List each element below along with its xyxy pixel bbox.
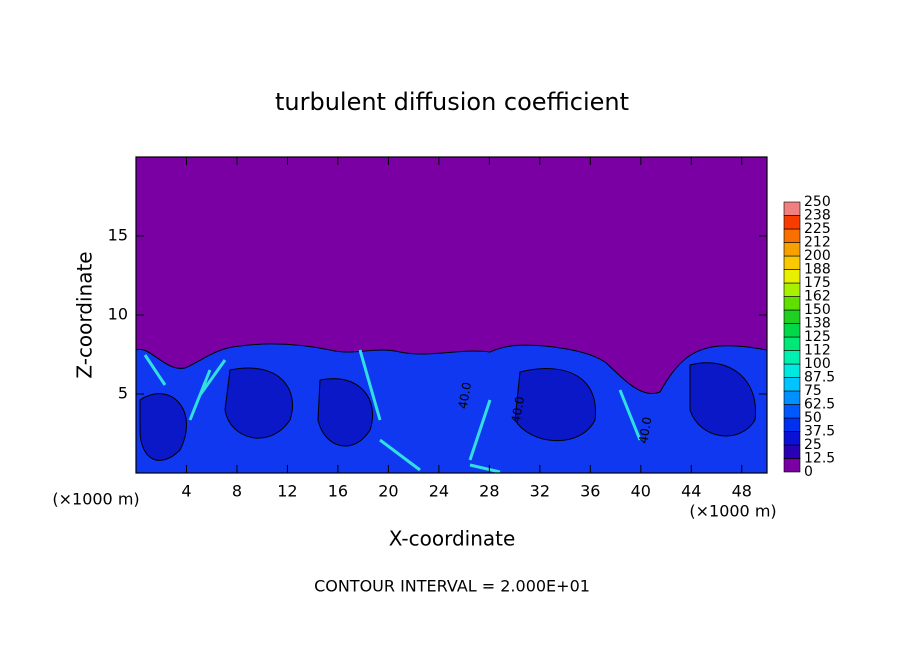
x-axis-label: X-coordinate: [389, 527, 516, 551]
contour-swirl: [139, 393, 187, 461]
colorbar-segment: [783, 417, 801, 432]
colorbar-segment: [783, 323, 801, 338]
colorbar-label: 25: [804, 437, 822, 453]
colorbar-label: 212: [804, 235, 831, 251]
contour-swirl: [689, 362, 757, 437]
colorbar-segment: [783, 377, 801, 392]
colorbar-segment: [783, 363, 801, 378]
x-tick-label: 24: [429, 482, 449, 501]
colorbar-label: 138: [804, 316, 831, 332]
colorbar-segment: [783, 269, 801, 284]
colorbar-label: 100: [804, 356, 831, 372]
colorbar-segment: [783, 390, 801, 405]
colorbar-segment: [783, 431, 801, 446]
colorbar-segment: [783, 282, 801, 297]
turbulent-region: [136, 343, 767, 473]
colorbar-segment: [783, 201, 801, 216]
footer: CONTOUR INTERVAL = 2.000E+01: [314, 577, 590, 596]
y-tick-label: 10: [108, 305, 128, 324]
colorbar-label: 188: [804, 262, 831, 278]
contour-label: 40.0: [456, 381, 474, 410]
x-tick-label: 28: [479, 482, 499, 501]
x-tick-label: 16: [328, 482, 348, 501]
contour-swirl: [317, 378, 374, 447]
colorbar-segment: [783, 228, 801, 243]
colorbar-segment: [783, 350, 801, 365]
chart-title: turbulent diffusion coefficient: [275, 88, 629, 116]
x-tick-label: 8: [232, 482, 242, 501]
colorbar-label: 12.5: [804, 451, 835, 467]
colorbar-label: 75: [804, 383, 822, 399]
x-tick-label: 44: [681, 482, 701, 501]
x-tick-label: 40: [631, 482, 651, 501]
colorbar-segment: [783, 458, 801, 473]
colorbar-segment: [783, 255, 801, 270]
x-tick-label: 48: [732, 482, 752, 501]
contour-label: 40.0: [636, 416, 654, 445]
x-tick-label: 32: [530, 482, 550, 501]
colorbar-label: 200: [804, 248, 831, 264]
colorbar-label: 225: [804, 221, 831, 237]
colorbar-label: 62.5: [804, 397, 835, 413]
colorbar-label: 162: [804, 289, 831, 305]
colorbar-segment: [783, 404, 801, 419]
colorbar-label: 0: [804, 464, 813, 480]
colorbar-segment: [783, 336, 801, 351]
colorbar-label: 87.5: [804, 370, 835, 386]
colorbar-label: 238: [804, 208, 831, 224]
colorbar-segment: [783, 242, 801, 257]
colorbar-label: 125: [804, 329, 831, 345]
contour-swirl: [224, 367, 293, 439]
highlight-streak: [143, 349, 642, 473]
colorbar-segment: [783, 309, 801, 324]
x-tick-label: 36: [580, 482, 600, 501]
y-axis-label: Z-coordinate: [73, 251, 97, 378]
colorbar-label: 112: [804, 343, 831, 359]
y-unit: (×1000 m): [52, 490, 139, 509]
y-tick-label: 15: [108, 226, 128, 245]
contour-label: 40.0: [509, 395, 527, 424]
colorbar-label: 150: [804, 302, 831, 318]
x-tick-label: 4: [181, 482, 191, 501]
x-unit: (×1000 m): [689, 502, 776, 521]
x-tick-label: 20: [378, 482, 398, 501]
colorbar-label: 37.5: [804, 424, 835, 440]
colorbar-segment: [783, 296, 801, 311]
y-tick-label: 5: [118, 384, 128, 403]
field: [136, 157, 767, 473]
x-tick-label: 12: [277, 482, 297, 501]
colorbar-label: 250: [804, 194, 831, 210]
colorbar-segment: [783, 444, 801, 459]
colorbar-label: 50: [804, 410, 822, 426]
colorbar-segment: [783, 215, 801, 230]
colorbar-label: 175: [804, 275, 831, 291]
contour-swirl: [514, 368, 597, 442]
